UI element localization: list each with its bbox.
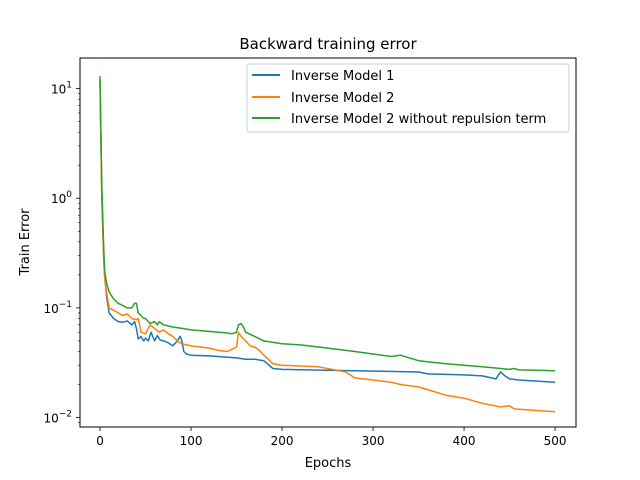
series-layer	[99, 76, 556, 413]
x-axis: 0 100 200 300 400 500	[96, 427, 567, 448]
x-tick-label: 500	[544, 434, 567, 448]
x-tick-label: 200	[271, 434, 294, 448]
x-tick-label: 0	[96, 434, 104, 448]
chart-title: Backward training error	[239, 35, 417, 53]
legend-box	[246, 63, 570, 133]
x-tick-label: 400	[453, 434, 476, 448]
legend-label-inverse-model-2: Inverse Model 2	[291, 91, 394, 106]
plot-frame	[79, 57, 577, 428]
x-tick-label: 100	[180, 434, 203, 448]
y-tick-label: 101	[51, 81, 72, 97]
x-axis-label: Epochs	[305, 456, 352, 471]
legend-label-inverse-model-1: Inverse Model 1	[291, 69, 394, 84]
x-tick-label: 300	[362, 434, 385, 448]
y-tick-label: 100	[51, 190, 72, 206]
y-axis: 101 100 10−1 10−2	[43, 81, 80, 426]
series-line-2	[99, 79, 556, 413]
series-line-1	[99, 79, 556, 383]
y-tick-label: 10−2	[43, 410, 72, 426]
legend: Inverse Model 1 Inverse Model 2 Inverse …	[246, 63, 570, 133]
series-line-3	[99, 76, 556, 372]
y-tick-label: 10−1	[43, 300, 72, 316]
plot-area	[79, 57, 577, 428]
legend-label-inverse-model-2-no-repulsion: Inverse Model 2 without repulsion term	[291, 112, 546, 127]
y-axis-label: Train Error	[18, 208, 33, 277]
